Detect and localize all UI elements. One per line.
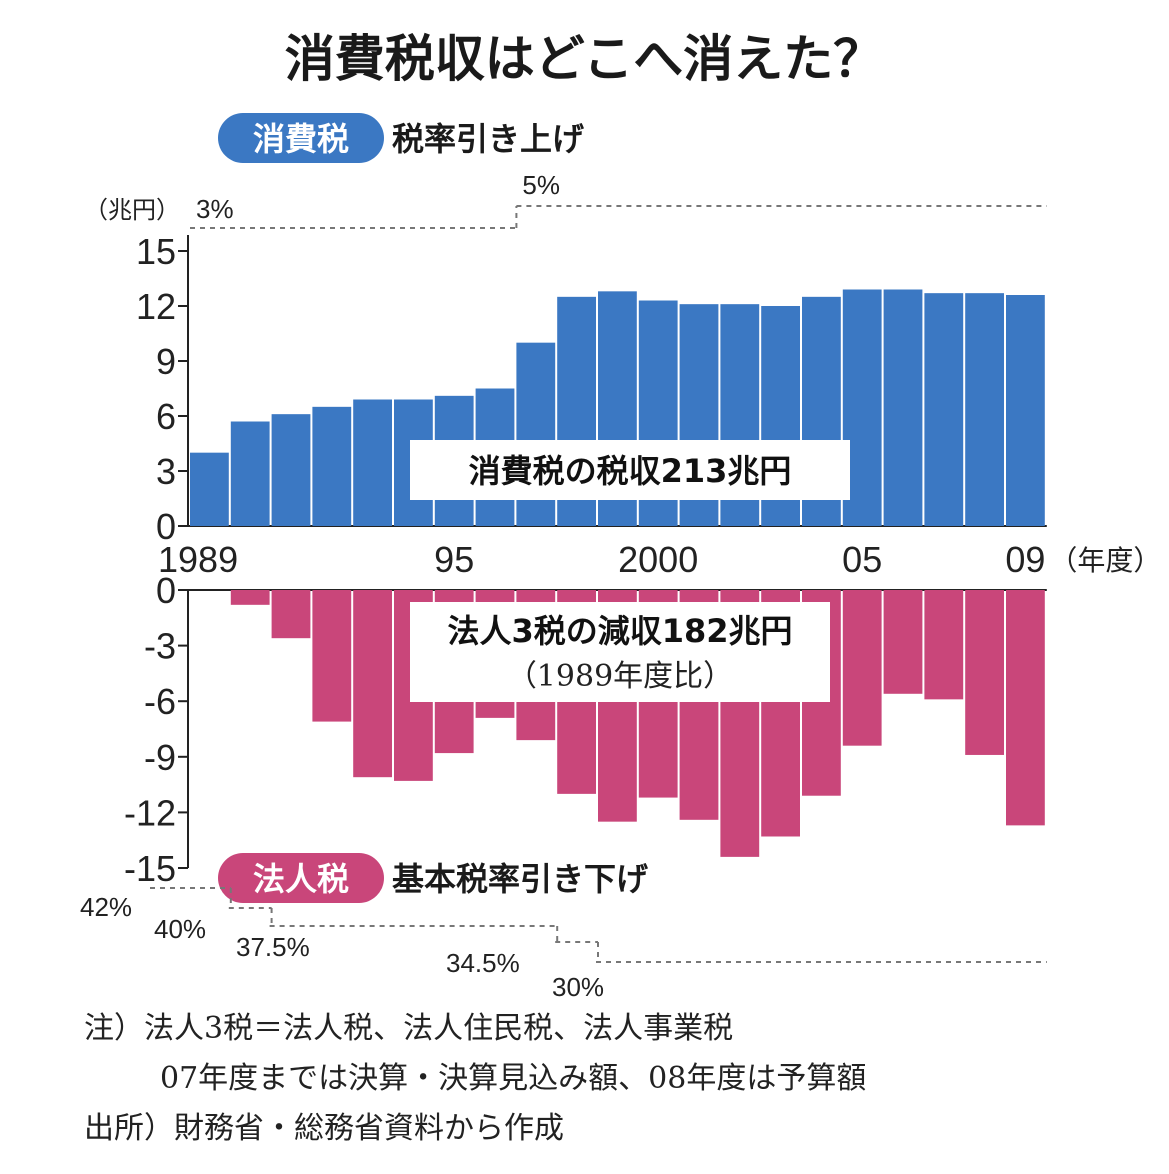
bottom-tick-label: -6	[144, 681, 176, 722]
bottom-tick-label: -9	[144, 737, 176, 778]
top-tick-label: 0	[156, 506, 176, 547]
corporate-tax-rate-change-label: 基本税率引き下げ	[392, 860, 648, 898]
consumption-tax-bar	[1006, 295, 1045, 526]
x-tick-label: 1989	[158, 539, 238, 580]
corporate-tax-bar	[883, 590, 923, 694]
corporate-tax-rate-label: 30%	[552, 972, 604, 1002]
corporate-tax-legend: 法人税 基本税率引き下げ	[218, 853, 648, 903]
corporate-tax-annotation: 法人3税の減収182兆円 （1989年度比）	[410, 602, 830, 702]
consumption-tax-legend: 消費税 税率引き上げ	[218, 113, 584, 163]
consumption-tax-pill	[218, 113, 384, 163]
corporate-tax-bar	[924, 590, 964, 700]
x-tick-label: 2000	[618, 539, 698, 580]
corporate-tax-rate-lines: 42% 40% 37.5% 34.5% 30%	[80, 887, 1047, 1002]
notes: 注）法人3税＝法人税、法人住民税、法人事業税 07年度までは決算・決算見込み額、…	[84, 1011, 866, 1146]
consumption-tax-bar	[924, 293, 964, 526]
top-tick-label: 12	[136, 286, 176, 327]
x-axis-unit: （年度）	[1049, 544, 1161, 577]
consumption-tax-bar	[312, 406, 352, 526]
corporate-tax-bar	[842, 590, 882, 746]
consumption-tax-rate-label: 5%	[522, 170, 560, 200]
corporate-tax-bar	[353, 590, 392, 778]
top-tick-label: 15	[136, 231, 176, 272]
consumption-tax-rate-label: 3%	[196, 194, 234, 224]
consumption-tax-bar	[271, 414, 311, 526]
corporate-tax-bar	[1006, 590, 1045, 826]
corporate-tax-total-text: 法人3税の減収182兆円	[447, 612, 792, 650]
corporate-tax-annotation-box	[410, 602, 830, 702]
consumption-tax-bar	[230, 421, 270, 526]
corporate-tax-pill-label: 法人税	[253, 860, 349, 898]
consumption-tax-annotation: 消費税の税収213兆円	[410, 440, 850, 500]
consumption-tax-total-text: 消費税の税収213兆円	[469, 452, 792, 490]
top-tick-label: 6	[156, 396, 176, 437]
corporate-tax-bar	[271, 590, 311, 639]
consumption-tax-bar	[353, 399, 392, 526]
note-line-1: 注）法人3税＝法人税、法人住民税、法人事業税	[84, 1011, 733, 1046]
corporate-tax-bar	[230, 590, 270, 605]
bottom-tick-label: -15	[124, 848, 176, 889]
x-tick-label: 95	[434, 539, 474, 580]
consumption-tax-rate-change-label: 税率引き上げ	[392, 120, 584, 158]
y-unit-label: （兆円）	[84, 196, 180, 224]
corporate-tax-annotation-sub: （1989年度比）	[507, 659, 733, 694]
consumption-tax-bar	[883, 289, 923, 526]
corporate-tax-bar	[312, 590, 352, 722]
corporate-tax-rate-label: 42%	[80, 892, 132, 922]
chart-title: 消費税収はどこへ消えた？	[285, 30, 884, 88]
consumption-tax-bar	[190, 452, 229, 526]
consumption-tax-rate-lines: 3% 5%	[190, 170, 1047, 229]
top-tick-label: 9	[156, 341, 176, 382]
corporate-tax-bar	[965, 590, 1004, 755]
bottom-tick-label: -12	[124, 792, 176, 833]
bottom-tick-label: 0	[156, 570, 176, 611]
consumption-tax-annotation-box	[410, 440, 850, 500]
corporate-tax-rate-label: 37.5%	[236, 932, 310, 962]
consumption-tax-bar	[965, 293, 1004, 526]
corporate-tax-pill	[218, 853, 384, 903]
x-tick-label: 05	[842, 539, 882, 580]
corporate-tax-rate-label: 40%	[154, 914, 206, 944]
note-line-3: 出所）財務省・総務省資料から作成	[84, 1111, 564, 1146]
top-tick-label: 3	[156, 451, 176, 492]
corporate-tax-rate-label: 34.5%	[446, 948, 520, 978]
x-axis: 1989 95 2000 05 09 （年度）	[158, 539, 1161, 580]
note-line-2: 07年度までは決算・決算見込み額、08年度は予算額	[160, 1061, 866, 1096]
bottom-tick-label: -3	[144, 626, 176, 667]
consumption-tax-pill-label: 消費税	[253, 120, 349, 158]
x-tick-label: 09	[1005, 539, 1045, 580]
